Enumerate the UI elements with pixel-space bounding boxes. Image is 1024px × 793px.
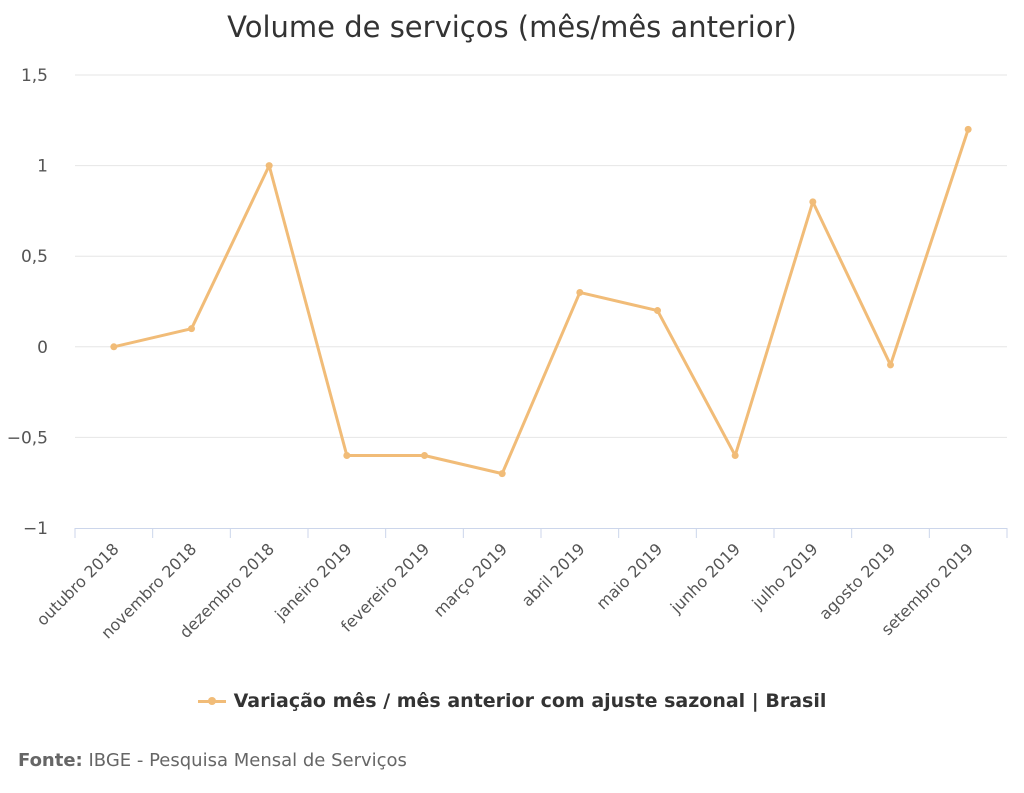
chart-title: Volume de serviços (mês/mês anterior) [227,10,797,44]
data-point [188,325,195,333]
y-tick-label: 1,5 [21,66,48,86]
data-point [343,452,351,460]
x-tick-label: janeiro 2019 [270,539,355,624]
y-tick-label: 0,5 [21,247,48,267]
x-tick-label: maio 2019 [592,539,666,613]
data-point [809,198,817,206]
source-label: Fonte: [18,750,83,771]
x-tick-label: abril 2019 [518,539,589,610]
data-point [110,343,118,351]
data-point [654,307,661,315]
data-point [964,125,972,133]
x-tick-label: março 2019 [430,539,511,620]
x-tick-label: julho 2019 [748,539,822,613]
x-tick-label: junho 2019 [666,539,744,617]
data-point [731,452,739,460]
x-tick-label: agosto 2019 [815,539,899,623]
series-line [112,127,970,476]
data-point [498,470,506,478]
y-tick-label: 1 [37,157,48,177]
legend-series-label: Variação mês / mês anterior com ajuste s… [233,690,827,712]
y-tick-label: −1 [23,519,48,539]
legend-series-symbol [197,697,226,705]
legend[interactable]: Variação mês / mês anterior com ajuste s… [0,690,1024,712]
y-tick-label: −0,5 [7,428,48,448]
source-note: Fonte: IBGE - Pesquisa Mensal de Serviço… [18,750,407,771]
source-text: IBGE - Pesquisa Mensal de Serviços [82,750,407,771]
data-point [887,361,894,369]
data-point [265,162,273,170]
data-point [421,452,428,460]
y-tick-label: 0 [37,338,48,358]
data-point [576,288,584,296]
